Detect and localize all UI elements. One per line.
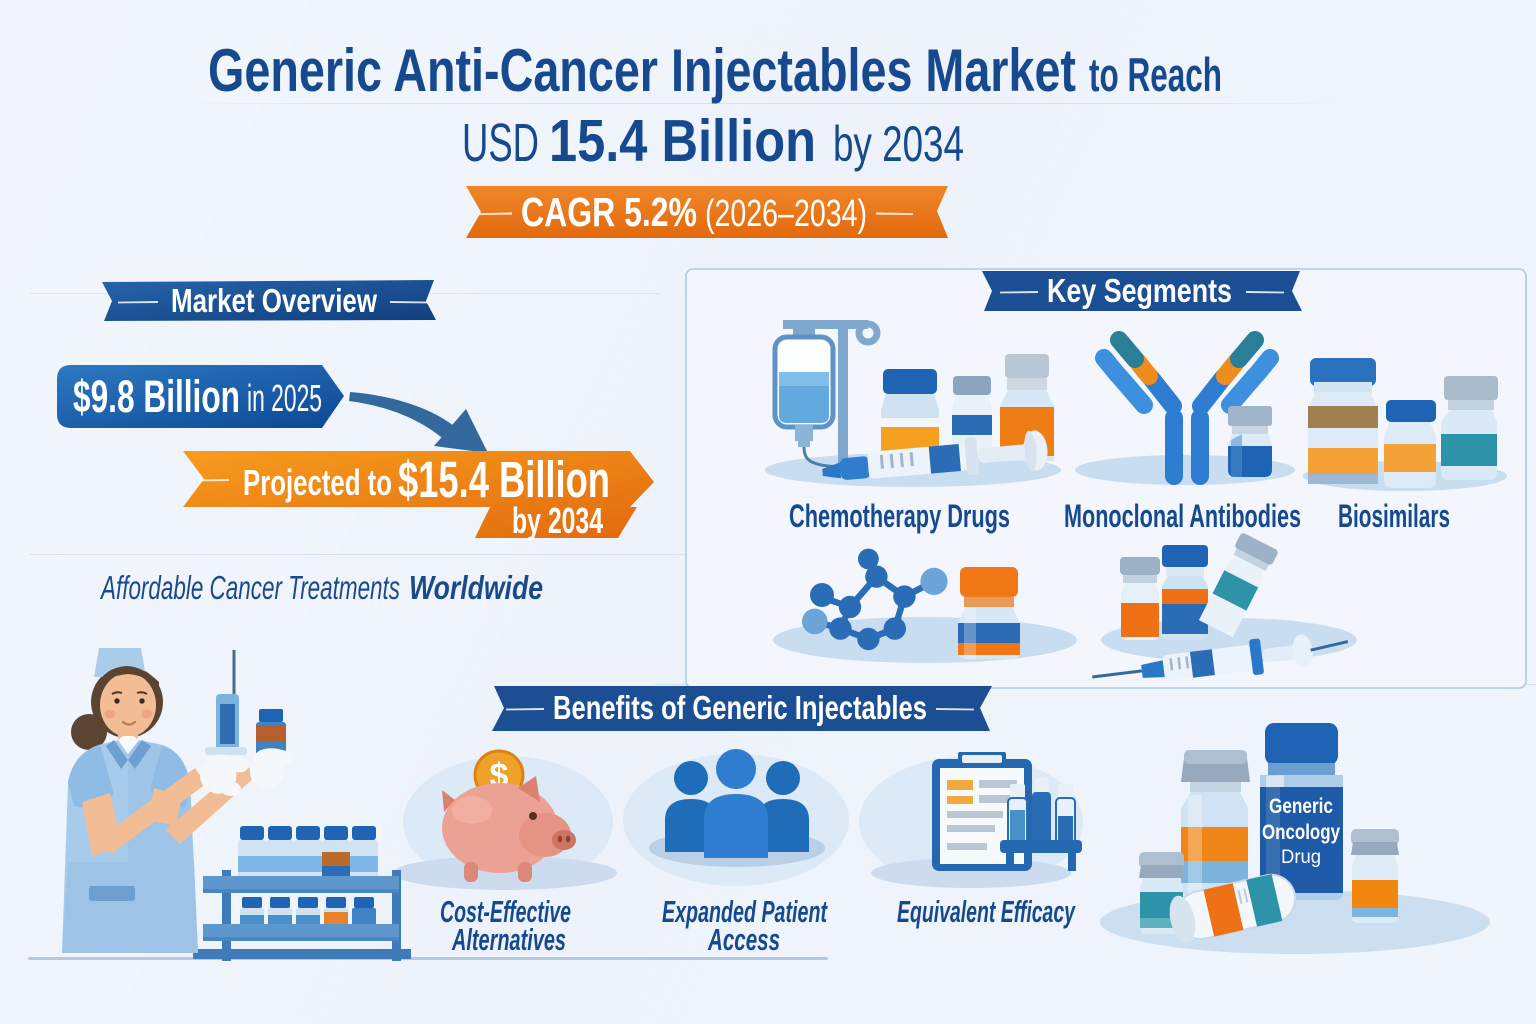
svg-text:Generic Anti-Cancer Injectable: Generic Anti-Cancer Injectables Market bbox=[208, 37, 1076, 104]
svg-text:Cost-Effective: Cost-Effective bbox=[440, 894, 571, 929]
svg-text:Access: Access bbox=[707, 922, 780, 957]
svg-text:CAGR 5.2%: CAGR 5.2% bbox=[521, 189, 697, 235]
svg-text:Oncology: Oncology bbox=[1262, 821, 1340, 844]
svg-text:Benefits of Generic Injectable: Benefits of Generic Injectables bbox=[553, 689, 927, 726]
svg-text:USD: USD bbox=[462, 113, 539, 173]
svg-text:Alternatives: Alternatives bbox=[451, 922, 566, 957]
svg-text:Affordable Cancer Treatments: Affordable Cancer Treatments bbox=[100, 569, 400, 606]
svg-text:15.4 Billion: 15.4 Billion bbox=[549, 108, 816, 174]
svg-text:to Reach: to Reach bbox=[1089, 48, 1222, 101]
svg-text:(2026–2034): (2026–2034) bbox=[705, 193, 867, 235]
svg-text:Market Overview: Market Overview bbox=[171, 282, 377, 319]
svg-text:Expanded Patient: Expanded Patient bbox=[662, 894, 828, 929]
svg-text:Drug: Drug bbox=[1281, 847, 1321, 868]
svg-text:by 2034: by 2034 bbox=[833, 116, 964, 172]
svg-text:Monoclonal Antibodies: Monoclonal Antibodies bbox=[1064, 498, 1301, 534]
svg-text:$15.4 Billion: $15.4 Billion bbox=[398, 451, 610, 508]
svg-text:Projected to: Projected to bbox=[243, 462, 392, 503]
svg-text:Worldwide: Worldwide bbox=[409, 569, 543, 606]
svg-text:Biosimilars: Biosimilars bbox=[1338, 498, 1450, 534]
svg-text:Equivalent Efficacy: Equivalent Efficacy bbox=[897, 894, 1076, 929]
svg-text:Generic: Generic bbox=[1269, 795, 1333, 818]
svg-text:Key Segments: Key Segments bbox=[1047, 272, 1232, 309]
svg-text:$9.8 Billion: $9.8 Billion bbox=[73, 371, 240, 422]
svg-text:by 2034: by 2034 bbox=[512, 500, 603, 541]
svg-text:Chemotherapy Drugs: Chemotherapy Drugs bbox=[789, 498, 1010, 534]
svg-text:in 2025: in 2025 bbox=[247, 378, 322, 420]
